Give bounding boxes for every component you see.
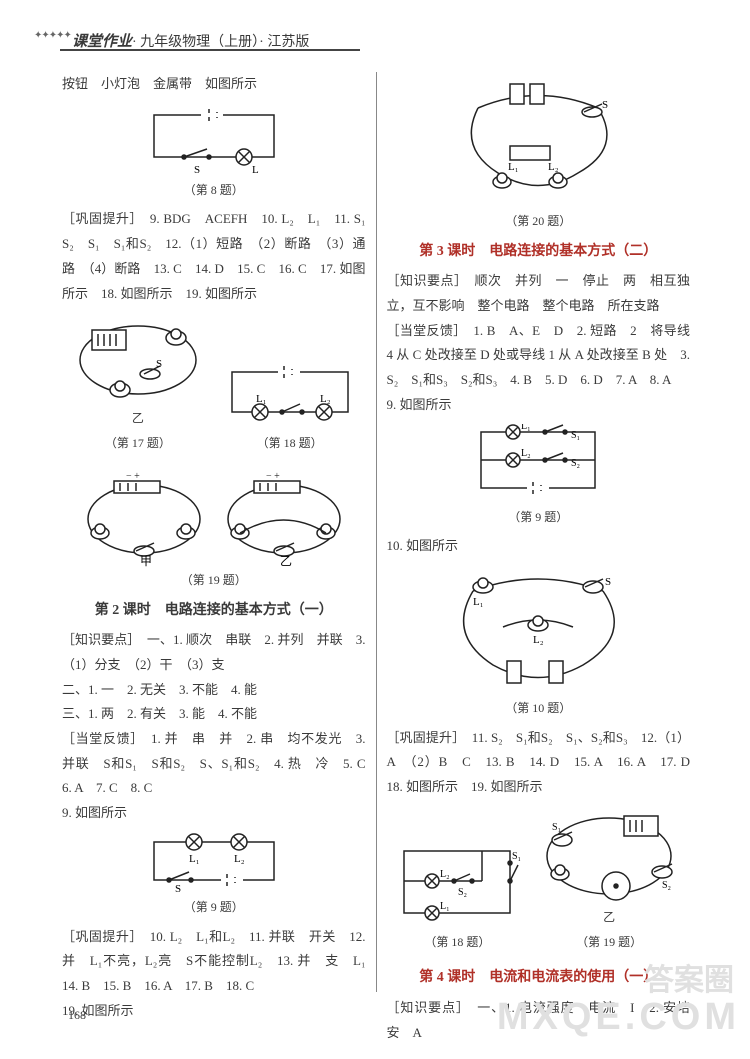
figure-9b-caption: （第 9 题）: [387, 506, 691, 529]
svg-text:S₂: S₂: [571, 458, 580, 469]
svg-text:S₁: S₁: [512, 851, 521, 862]
left-p6: ［当堂反馈］ 1. 并 串 并 2. 串 均不发光 3. 并联 S和S₁ S和S…: [62, 727, 366, 801]
svg-text:− +: − +: [266, 471, 280, 482]
fig19b-yi-label: 乙: [534, 906, 684, 929]
circuit-fig9b-icon: L₁ S₁ L₂ S₂: [463, 424, 613, 504]
figure-19b: S₁ S₂ 乙 （第 19 题）: [534, 806, 684, 954]
header-title: 课堂作业· 九年级物理（上册）· 江苏版: [72, 28, 309, 57]
svg-text:L₁: L₁: [508, 161, 519, 173]
left-p3: ［知识要点］ 一、1. 顺次 串联 2. 并列 并联 3.（1）分支 （2）干 …: [62, 628, 366, 677]
circuit-fig17-icon: S: [68, 312, 208, 407]
figure-17: S 乙 （第 17 题）: [68, 312, 208, 455]
left-p1: 按钮 小灯泡 金属带 如图所示: [62, 72, 366, 97]
left-p2: ［巩固提升］ 9. BDG ACEFH 10. L₂ L₁ 11. S₁ S₂ …: [62, 207, 366, 306]
figure-19b-caption: （第 19 题）: [534, 931, 684, 954]
svg-text:L₂: L₂: [234, 853, 245, 865]
svg-text:S: S: [194, 164, 200, 176]
figure-10: L₁ S L₂ （第 10 题）: [387, 565, 691, 720]
figure-20: S L₁ L₂ （第 20 题）: [387, 78, 691, 233]
left-p5: 三、1. 两 2. 有关 3. 能 4. 不能: [62, 702, 366, 727]
section-3-title: 第 3 课时 电路连接的基本方式（二）: [387, 239, 691, 266]
figure-17-caption: （第 17 题）: [68, 432, 208, 455]
section-2-title: 第 2 课时 电路连接的基本方式（一）: [62, 598, 366, 625]
right-p5: ［巩固提升］ 11. S₂ S₁和S₂ S₁、S₂和S₃ 12.（1）A （2）…: [387, 726, 691, 800]
figure-20-caption: （第 20 题）: [387, 210, 691, 233]
circuit-fig10-icon: L₁ S L₂: [433, 565, 643, 695]
left-p8: ［巩固提升］ 10. L₂ L₁和L₂ 11. 并联 开关 12. 并 L₁不亮…: [62, 925, 366, 999]
right-p4: 10. 如图所示: [387, 534, 691, 559]
figure-9b: L₁ S₁ L₂ S₂ （第 9 题）: [387, 424, 691, 529]
figure-19-caption: （第 19 题）: [62, 569, 366, 592]
header-stars: ✦✦✦✦✦: [34, 26, 71, 45]
svg-text:L₂: L₂: [521, 448, 531, 459]
section-4-title: 第 4 课时 电流和电流表的使用（一）: [387, 965, 691, 992]
figure-9a-caption: （第 9 题）: [62, 896, 366, 919]
figure-18b-caption: （第 18 题）: [392, 931, 522, 954]
svg-text:S: S: [605, 576, 611, 588]
page-number: 168: [68, 1004, 86, 1027]
right-p6: ［知识要点］ 一、1. 电流强度 电流 I 2. 安培 安 A: [387, 996, 691, 1045]
header-title-bold: 课堂作业: [72, 34, 132, 50]
right-p2: ［当堂反馈］ 1. B A、E D 2. 短路 2 将导线 4 从 C 处改接至…: [387, 319, 691, 393]
svg-text:L₂: L₂: [548, 161, 559, 173]
svg-text:L₁: L₁: [256, 393, 267, 405]
figure-18b: L₂ L₁ S₁ S₂ （第 18 题）: [392, 843, 522, 954]
right-p3: 9. 如图所示: [387, 393, 691, 418]
page: ✦✦✦✦✦ 课堂作业· 九年级物理（上册）· 江苏版 按钮 小灯泡 金属带 如图…: [0, 0, 750, 1059]
column-divider: [376, 72, 377, 992]
circuit-fig9a-icon: L₁ L₂ S: [139, 832, 289, 894]
fig17-yi-label: 乙: [68, 407, 208, 430]
svg-text:S₁: S₁: [571, 430, 580, 441]
svg-text:S: S: [602, 99, 608, 111]
svg-text:L₁: L₁: [473, 596, 484, 608]
left-p9: 19. 如图所示: [62, 999, 366, 1024]
figure-8-caption: （第 8 题）: [62, 179, 366, 202]
right-p1: ［知识要点］ 顺次 并列 一 停止 两 相互独立，互不影响 整个电路 整个电路 …: [387, 269, 691, 318]
svg-text:S₁: S₁: [552, 822, 561, 833]
svg-text:L₁: L₁: [440, 901, 450, 912]
svg-text:− +: − +: [126, 471, 140, 482]
columns: 按钮 小灯泡 金属带 如图所示 S: [62, 72, 690, 992]
circuit-fig20-icon: S L₁ L₂: [438, 78, 638, 208]
left-p4: 二、1. 一 2. 无关 3. 不能 4. 能: [62, 678, 366, 703]
circuit-fig19-icon: − + − +: [74, 467, 354, 567]
circuit-fig18b-icon: L₂ L₁ S₁ S₂: [392, 843, 522, 929]
right-column: S L₁ L₂ （第 20 题） 第 3 课时 电路连接的基本方式（二） ［知识…: [387, 72, 691, 992]
svg-text:甲: 甲: [140, 554, 152, 567]
svg-text:S₂: S₂: [662, 880, 671, 891]
figure-19: − + − +: [62, 467, 366, 592]
svg-text:L₁: L₁: [521, 424, 531, 432]
figure-18: L₁ L₂ （第 18 题）: [220, 360, 360, 455]
figure-18-caption: （第 18 题）: [220, 432, 360, 455]
svg-text:L₂: L₂: [440, 869, 450, 880]
figure-10-caption: （第 10 题）: [387, 697, 691, 720]
svg-text:L₂: L₂: [320, 393, 331, 405]
header-underline: [60, 49, 360, 51]
svg-text:L₂: L₂: [533, 634, 544, 646]
svg-text:S₂: S₂: [458, 887, 467, 898]
svg-text:L: L: [252, 164, 259, 176]
circuit-fig18-icon: L₁ L₂: [220, 360, 360, 430]
circuit-fig19b-icon: S₁ S₂: [534, 806, 684, 906]
svg-text:S: S: [175, 883, 181, 894]
svg-text:L₁: L₁: [189, 853, 200, 865]
left-p7: 9. 如图所示: [62, 801, 366, 826]
figure-9a: L₁ L₂ S （第 9 题）: [62, 832, 366, 919]
left-column: 按钮 小灯泡 金属带 如图所示 S: [62, 72, 366, 992]
svg-text:S: S: [156, 358, 162, 370]
figure-8: S L （第 8 题）: [62, 103, 366, 202]
header-title-rest: · 九年级物理（上册）· 江苏版: [132, 35, 309, 50]
circuit-fig8-icon: S L: [139, 103, 289, 177]
svg-text:乙: 乙: [280, 554, 292, 567]
